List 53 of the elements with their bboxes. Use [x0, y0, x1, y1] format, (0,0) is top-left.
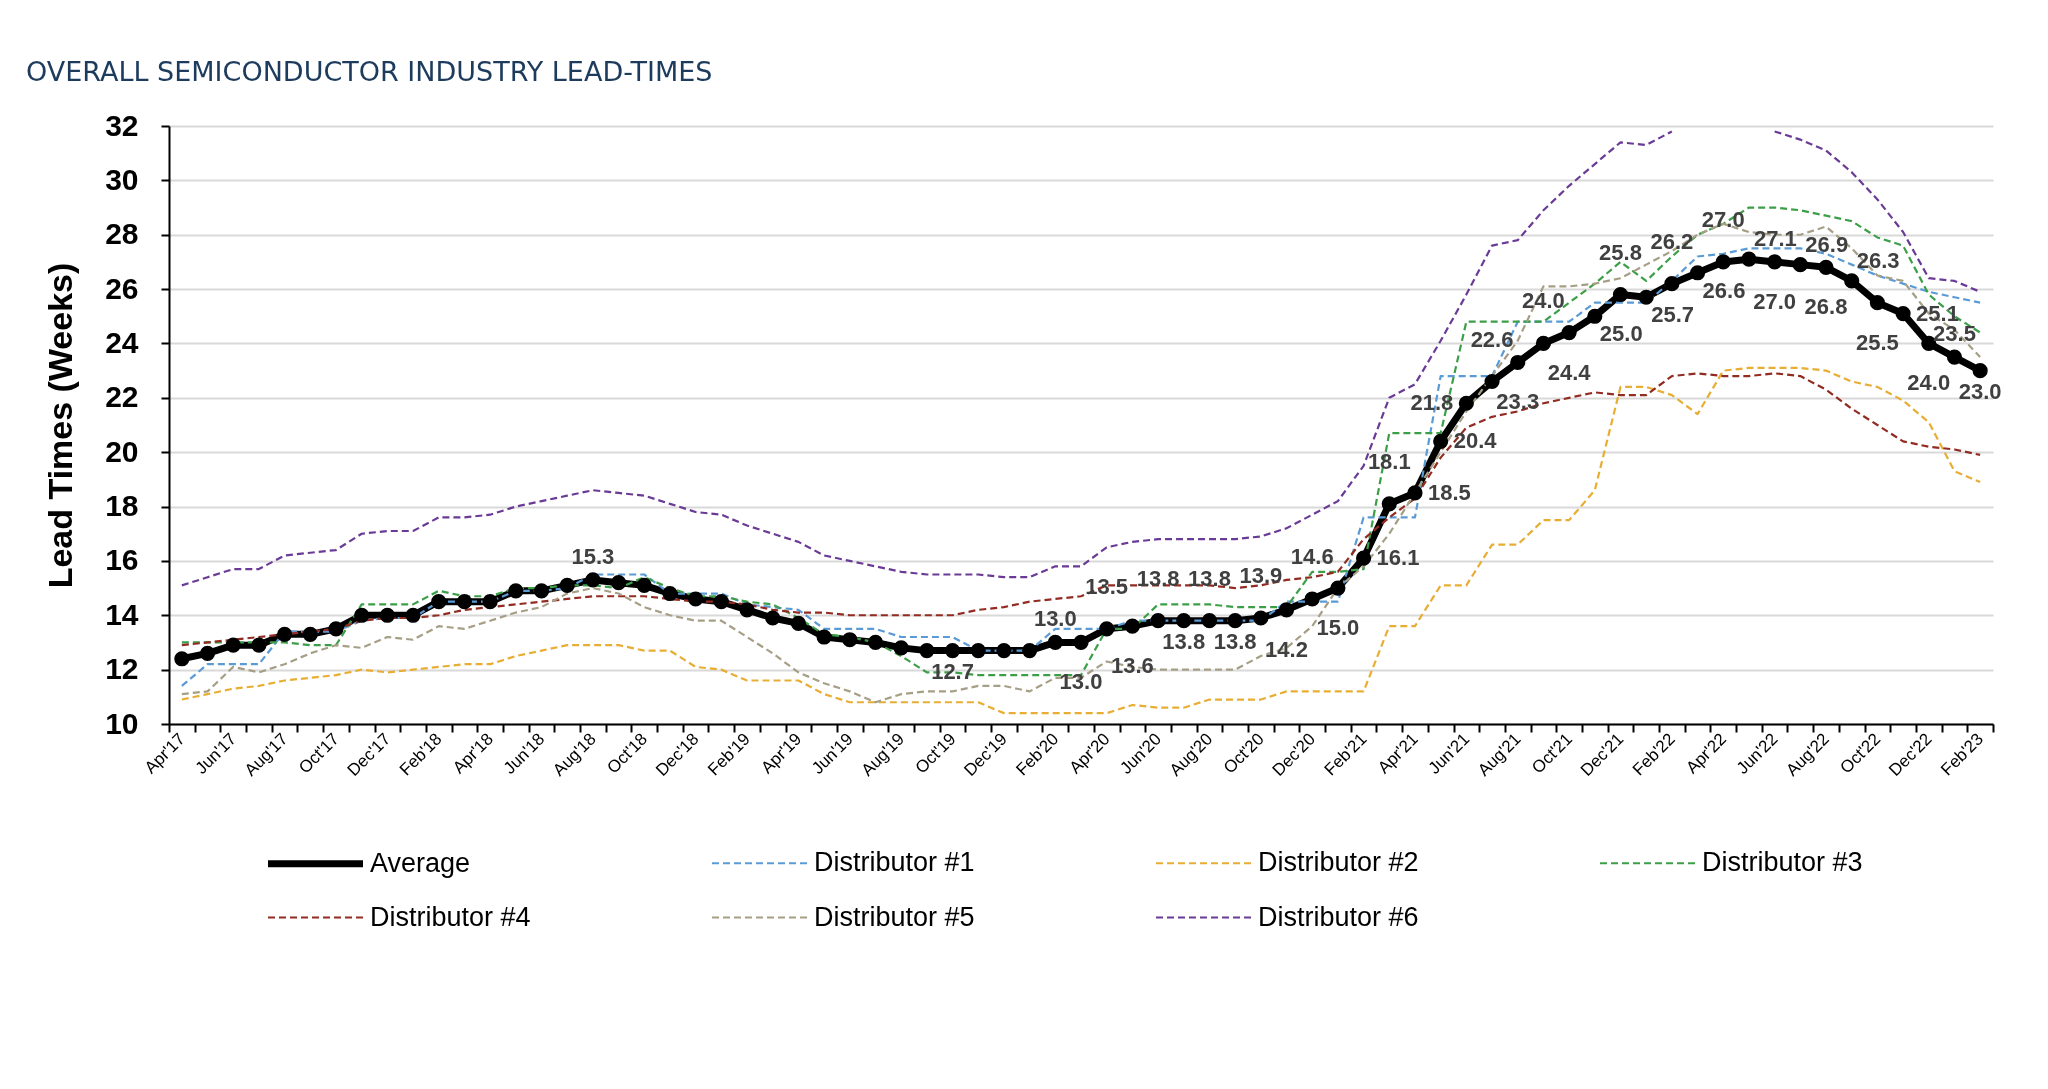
data-label: 24.0: [1907, 370, 1951, 396]
data-label: 25.0: [1599, 321, 1643, 347]
data-label: 13.9: [1239, 562, 1283, 588]
data-label: 13.0: [1033, 606, 1077, 632]
legend-label: Distributor #3: [1702, 847, 1863, 878]
data-label: 26.8: [1804, 294, 1848, 320]
y-tick-label: 14: [105, 597, 139, 631]
y-tick-label: 16: [105, 543, 139, 577]
y-tick-label: 20: [105, 434, 139, 468]
data-label: 18.5: [1427, 479, 1471, 505]
legend-label: Distributor #2: [1258, 847, 1419, 878]
data-label: 27.0: [1753, 288, 1797, 314]
y-tick-label: 10: [105, 706, 139, 740]
data-label: 13.6: [1110, 653, 1154, 679]
data-label: 14.2: [1265, 636, 1308, 662]
data-label: 23.3: [1496, 389, 1540, 415]
data-label: 15.3: [571, 543, 615, 569]
y-tick-label: 18: [105, 489, 139, 523]
data-label: 23.0: [1958, 378, 2002, 404]
data-label: 16.1: [1376, 545, 1420, 571]
data-label: 25.8: [1599, 239, 1642, 265]
y-tick-label: 24: [105, 325, 139, 359]
legend-label: Distributor #1: [814, 847, 975, 878]
data-label: 13.8: [1162, 628, 1206, 654]
data-label: 13.8: [1188, 565, 1231, 591]
data-label: 20.4: [1453, 428, 1498, 454]
data-label: 24.4: [1547, 359, 1592, 385]
data-label: 27.1: [1753, 226, 1797, 252]
legend-label: Average: [370, 847, 471, 878]
legend-label: Distributor #6: [1258, 901, 1419, 932]
data-label: 26.6: [1702, 277, 1746, 303]
data-label: 24.0: [1522, 288, 1565, 314]
y-tick-label: 26: [105, 271, 139, 305]
legend-label: Distributor #4: [370, 901, 531, 932]
data-label: 14.6: [1290, 543, 1334, 569]
data-label: 25.5: [1855, 329, 1899, 355]
data-label: 26.9: [1805, 231, 1849, 257]
data-label: 18.1: [1367, 448, 1411, 474]
data-label: 13.0: [1059, 669, 1103, 695]
y-axis-title: Lead Times (Weeks): [41, 262, 80, 589]
data-label: 26.3: [1856, 247, 1900, 273]
data-label: 22.6: [1470, 326, 1514, 352]
data-label: 25.7: [1651, 302, 1695, 328]
chart-title: OVERALL SEMICONDUCTOR INDUSTRY LEAD-TIMES: [26, 56, 713, 87]
data-label: 13.8: [1213, 628, 1257, 654]
y-tick-label: 32: [105, 108, 139, 142]
y-tick-label: 30: [105, 162, 139, 196]
data-label: 15.0: [1316, 615, 1360, 641]
y-tick-label: 28: [105, 217, 139, 251]
data-label: 27.0: [1701, 206, 1745, 232]
y-tick-label: 22: [105, 380, 139, 414]
y-tick-label: 12: [105, 652, 139, 686]
legend-label: Distributor #5: [814, 901, 975, 932]
